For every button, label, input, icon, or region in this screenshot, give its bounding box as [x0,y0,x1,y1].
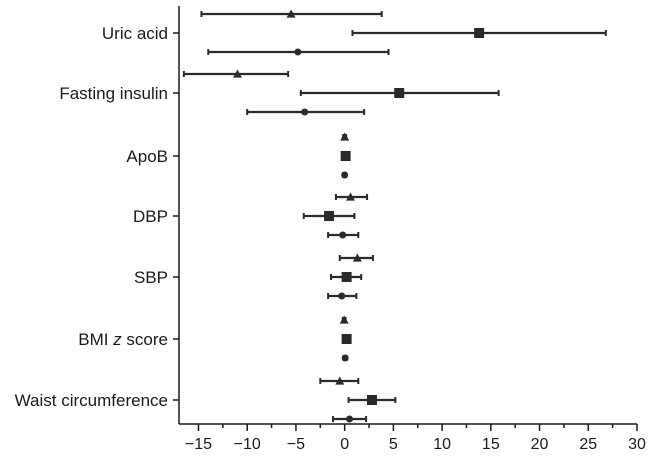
category-label: ApoB [126,147,168,166]
circle-marker [301,108,309,116]
square-marker [324,211,335,221]
x-tick-label: 10 [433,436,451,453]
estimate-square [341,334,352,344]
square-marker [340,151,351,161]
x-tick-label: −5 [287,436,305,453]
category-label: DBP [133,207,168,226]
x-tick-label: 15 [482,436,500,453]
category-labels: Uric acid Fasting insulin ApoB DBP SBP BMI z … [15,24,179,410]
estimate-square [299,88,500,98]
estimate-triangle [334,192,369,201]
estimate-circle [341,354,349,362]
circle-marker [341,354,349,362]
triangle-marker [232,69,242,78]
estimate-square [347,395,397,405]
category-label: Waist circumference [15,391,168,410]
triangle-marker [352,253,362,262]
x-tick-label: 0 [340,436,349,453]
x-tick-label: −15 [185,436,212,453]
estimate-triangle [319,376,360,385]
category-label: BMI z score [78,330,168,349]
estimate-circle [341,171,349,179]
square-marker [366,395,377,405]
estimate-square [330,272,363,282]
estimate-triangle [200,9,383,18]
estimate-square [351,28,607,38]
x-tick-label: 25 [579,436,597,453]
estimate-circle [246,108,366,116]
category-label: Uric acid [102,24,168,43]
estimate-circle [207,48,390,56]
estimate-triangle [182,69,290,78]
circle-marker [338,292,346,300]
x-tick-label: 30 [628,436,646,453]
estimate-circle [327,231,360,239]
estimate-triangle [339,315,349,324]
estimate-circle [327,292,358,300]
square-marker [341,272,352,282]
x-tick-label: 5 [389,436,398,453]
category-label: Fasting insulin [59,84,168,103]
category-label: SBP [134,268,168,287]
triangle-marker [339,315,349,324]
estimate-triangle [338,253,374,262]
square-marker [341,334,352,344]
triangle-marker [346,192,356,201]
x-axis-ticks: −15 −10 −5 0 5 10 15 20 25 30 [185,424,646,453]
circle-marker [294,48,302,56]
x-tick-label: −10 [234,436,261,453]
axes [178,6,637,425]
plot-marks [182,9,607,423]
square-marker [394,88,405,98]
circle-marker [339,231,347,239]
estimate-square [302,211,356,221]
estimate-triangle [340,132,350,141]
square-marker [474,28,485,38]
triangle-marker [340,132,350,141]
triangle-marker [335,376,345,385]
triangle-marker [286,9,296,18]
circle-marker [341,171,349,179]
circle-marker [346,415,354,423]
estimate-square [340,151,351,161]
x-tick-label: 20 [531,436,549,453]
estimate-circle [331,415,368,423]
